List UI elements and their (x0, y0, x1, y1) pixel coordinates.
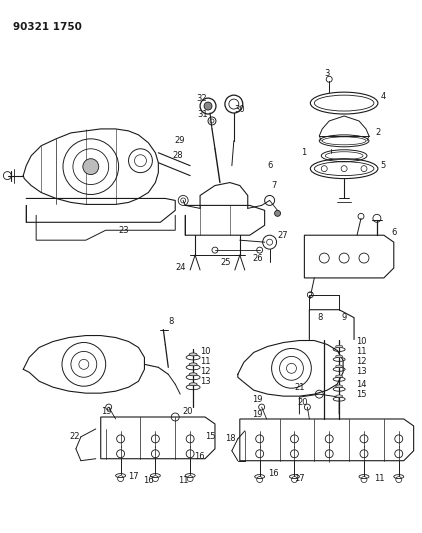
Text: 14: 14 (356, 379, 367, 389)
Circle shape (275, 211, 281, 216)
Text: 19: 19 (101, 407, 111, 416)
Ellipse shape (335, 375, 343, 377)
Text: 24: 24 (175, 263, 186, 272)
Text: 11: 11 (200, 357, 211, 366)
Text: 3: 3 (324, 69, 330, 78)
Text: 13: 13 (200, 377, 211, 386)
Text: 6: 6 (268, 161, 273, 170)
Text: 19: 19 (252, 394, 262, 403)
Text: 8: 8 (317, 313, 323, 322)
Text: 5: 5 (381, 161, 386, 170)
Ellipse shape (335, 345, 343, 348)
Text: 28: 28 (172, 151, 183, 160)
Text: 90321 1750: 90321 1750 (14, 22, 82, 31)
Text: 25: 25 (220, 257, 230, 266)
Text: 4: 4 (381, 92, 386, 101)
Ellipse shape (335, 355, 343, 358)
Text: 26: 26 (253, 254, 263, 263)
Text: 10: 10 (200, 347, 211, 356)
Text: 12: 12 (356, 357, 367, 366)
Text: 19: 19 (252, 409, 262, 418)
Text: 16: 16 (194, 452, 205, 461)
Ellipse shape (189, 353, 197, 356)
Text: 29: 29 (174, 136, 185, 146)
Text: 15: 15 (356, 390, 367, 399)
Text: 8: 8 (168, 317, 174, 326)
Ellipse shape (335, 395, 343, 398)
Text: 11: 11 (178, 476, 189, 485)
Ellipse shape (189, 363, 197, 366)
Text: 7: 7 (307, 292, 313, 301)
Ellipse shape (335, 365, 343, 368)
Text: 30: 30 (235, 104, 245, 114)
Text: 27: 27 (278, 231, 288, 240)
Text: 9: 9 (341, 313, 346, 322)
Text: 18: 18 (225, 434, 235, 443)
Text: 2: 2 (375, 128, 380, 138)
Circle shape (83, 159, 99, 175)
Text: 31: 31 (197, 109, 208, 118)
Text: 11: 11 (374, 474, 384, 483)
Text: 22: 22 (69, 432, 79, 441)
Circle shape (204, 102, 212, 110)
Text: 16: 16 (143, 476, 154, 485)
Text: 32: 32 (196, 94, 207, 103)
Ellipse shape (189, 373, 197, 376)
Text: 7: 7 (272, 181, 277, 190)
Text: 17: 17 (129, 472, 139, 481)
Text: 15: 15 (205, 432, 216, 441)
Text: 6: 6 (392, 228, 397, 237)
Text: 17: 17 (295, 474, 305, 483)
Text: 16: 16 (268, 469, 278, 478)
Text: 21: 21 (295, 383, 305, 392)
Text: 10: 10 (356, 337, 367, 346)
Text: 23: 23 (119, 226, 129, 235)
Text: 11: 11 (356, 347, 367, 356)
Text: 1: 1 (301, 148, 307, 157)
Ellipse shape (189, 383, 197, 386)
Text: 13: 13 (356, 367, 367, 376)
Text: 20: 20 (182, 407, 193, 416)
Text: 12: 12 (200, 367, 211, 376)
Ellipse shape (335, 385, 343, 387)
Text: 20: 20 (298, 398, 308, 407)
